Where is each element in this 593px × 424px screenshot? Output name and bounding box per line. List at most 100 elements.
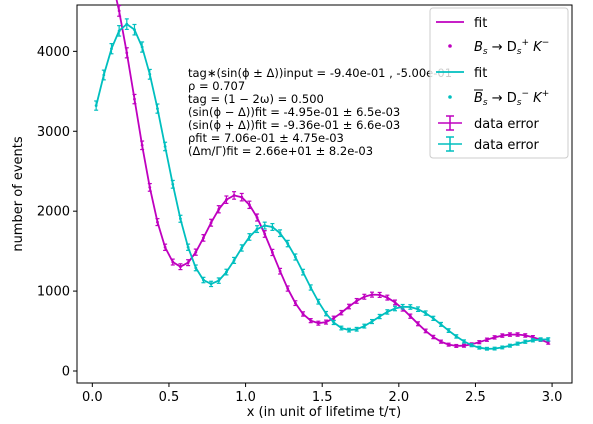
- x-ticks: 0.0 0.5 1.0 1.5 2.0 2.5 3.0: [82, 383, 562, 405]
- legend-err1-swatch: [438, 115, 462, 131]
- annotation-block: tag∗(sin(ϕ ± Δ))input = -9.40e-01 , -5.0…: [188, 66, 452, 158]
- data-point: [438, 321, 443, 327]
- data-point: [262, 221, 267, 230]
- data-point: [492, 335, 497, 340]
- annotation-line-4: (sin(ϕ − Δ))fit = -4.95e-01 ± 6.5e-03: [188, 105, 400, 119]
- y-tick-label: 1000: [37, 285, 70, 300]
- data-point: [324, 319, 329, 325]
- data-point: [178, 214, 183, 223]
- data-point: [362, 323, 367, 329]
- data-point: [278, 267, 283, 275]
- data-point: [500, 333, 505, 338]
- data-point: [109, 43, 114, 55]
- series-3: [94, 18, 551, 351]
- annotation-line-3: tag = (1 − 2ω) = 0.500: [188, 92, 324, 106]
- data-point: [523, 339, 528, 344]
- data-point: [408, 313, 413, 319]
- data-point: [370, 318, 375, 325]
- data-point: [140, 140, 145, 151]
- y-tick-label: 0: [62, 365, 70, 380]
- data-point: [477, 345, 482, 350]
- x-tick-label: 2.0: [388, 390, 409, 405]
- data-point: [201, 234, 206, 242]
- annotation-line-1: tag∗(sin(ϕ ± Δ))input = -9.40e-01 , -5.0…: [188, 66, 452, 80]
- data-point: [492, 346, 497, 351]
- annotation-line-6: ρfit = 7.06e-01 ± 4.75e-03: [188, 131, 344, 145]
- data-point: [530, 338, 535, 343]
- x-tick-label: 0.0: [82, 390, 103, 405]
- y-tick-label: 4000: [37, 45, 70, 60]
- data-point: [193, 248, 198, 256]
- data-point: [209, 218, 214, 227]
- data-point: [117, 25, 122, 37]
- data-point: [262, 230, 267, 238]
- legend-box: [429, 7, 569, 159]
- data-point: [316, 320, 321, 326]
- legend-err2-swatch: [438, 136, 462, 152]
- data-point: [377, 313, 382, 320]
- data-point: [339, 309, 344, 316]
- y-tick-label: 2000: [37, 205, 70, 220]
- data-point: [201, 276, 206, 284]
- data-point: [247, 233, 252, 241]
- data-point: [538, 337, 543, 342]
- x-tick-label: 1.0: [235, 390, 256, 405]
- data-point: [354, 297, 359, 304]
- legend-fit2-label: fit: [474, 66, 487, 81]
- data-point: [132, 93, 137, 105]
- data-point: [186, 259, 191, 267]
- data-point: [415, 321, 420, 327]
- data-point: [316, 298, 321, 305]
- legend-data2-marker: [448, 95, 452, 99]
- x-tick-label: 1.5: [312, 390, 333, 405]
- data-point: [415, 306, 420, 312]
- data-point: [423, 328, 428, 334]
- series-layer: [94, 0, 551, 351]
- data-point: [515, 341, 520, 346]
- data-point: [224, 195, 229, 204]
- data-point: [163, 141, 168, 152]
- legend-data1-label: Bs → Ds+ K−: [474, 38, 549, 57]
- data-point: [400, 303, 405, 310]
- data-point: [331, 319, 336, 326]
- data-point: [392, 299, 397, 306]
- data-point: [446, 328, 451, 333]
- data-point: [193, 264, 198, 272]
- data-point: [454, 343, 459, 348]
- data-point: [461, 339, 466, 344]
- data-point: [140, 41, 145, 53]
- data-point: [239, 192, 244, 202]
- data-point: [431, 334, 436, 340]
- data-point: [507, 332, 512, 337]
- legend-err1-label: data error: [474, 117, 540, 132]
- plot-frame: [76, 4, 573, 384]
- data-point: [431, 315, 436, 321]
- data-point: [155, 218, 160, 227]
- data-point: [385, 294, 390, 301]
- data-point: [423, 310, 428, 316]
- plot-area: 0.0 0.5 1.0 1.5 2.0 2.5 3.0 0 1000 2000 3000 4000: [37, 0, 573, 405]
- y-ticks: 0 1000 2000 3000 4000: [37, 45, 77, 380]
- data-point: [101, 69, 106, 81]
- data-point: [392, 305, 397, 312]
- data-point: [308, 284, 313, 291]
- data-point: [147, 182, 152, 192]
- legend-fit1-label: fit: [474, 16, 487, 31]
- data-point: [347, 303, 352, 310]
- x-tick-label: 0.5: [159, 390, 180, 405]
- x-axis-label: x (in unit of lifetime t/τ): [247, 405, 402, 420]
- data-point: [155, 103, 160, 114]
- data-point: [546, 337, 551, 342]
- data-point: [255, 213, 260, 222]
- data-point: [170, 258, 175, 266]
- data-point: [408, 304, 413, 310]
- annotation-line-7: (Δm/Γ)fit = 2.66e+01 ± 8.2e-03: [188, 144, 373, 158]
- data-point: [216, 277, 221, 284]
- data-point: [484, 346, 489, 351]
- legend: fit Bs → Ds+ K− fit Bs → Ds− K+ data err…: [429, 7, 569, 159]
- annotation-line-5: (sin(ϕ + Δ))fit = -9.36e-01 ± 6.6e-03: [188, 118, 400, 132]
- data-point: [255, 225, 260, 234]
- data-point: [132, 23, 137, 36]
- data-point: [446, 342, 451, 347]
